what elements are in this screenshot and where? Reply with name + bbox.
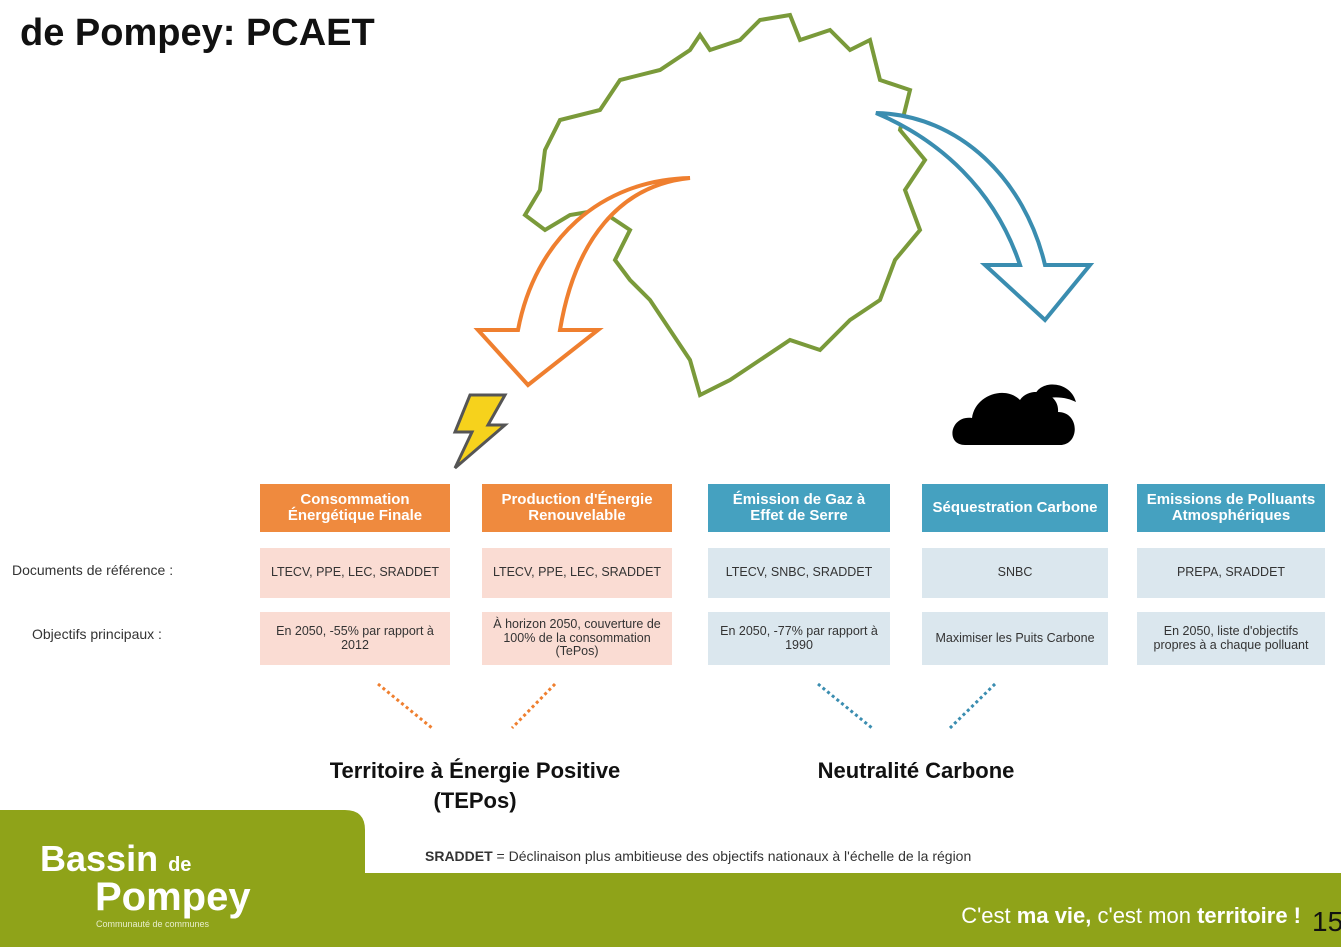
footnote-text: = Déclinaison plus ambitieuse des object… (492, 848, 972, 864)
footnote: SRADDET = Déclinaison plus ambitieuse de… (425, 848, 971, 864)
objective-box: En 2050, -77% par rapport à 1990 (708, 612, 890, 665)
slogan-part: ma (1016, 903, 1055, 928)
column-header: Séquestration Carbone (922, 484, 1108, 532)
logo: Bassin de (40, 838, 191, 880)
territory-outline (522, 12, 928, 398)
reference-box: LTECV, SNBC, SRADDET (708, 548, 890, 598)
dotted-arrows (377, 682, 997, 730)
reference-box: LTECV, PPE, LEC, SRADDET (260, 548, 450, 598)
objective-box: En 2050, liste d'objectifs propres à a c… (1137, 612, 1325, 665)
reference-box: LTECV, PPE, LEC, SRADDET (482, 548, 672, 598)
slogan-part: territoire ! (1197, 903, 1301, 928)
slogan-part: c'est mon (1097, 903, 1198, 928)
column-header: Emissions de Polluants Atmosphériques (1137, 484, 1325, 532)
outcome-title: Neutralité Carbone (817, 758, 1015, 783)
objective-box: Maximiser les Puits Carbone (922, 612, 1108, 665)
blue-arrow (875, 111, 1095, 323)
reference-box: PREPA, SRADDET (1137, 548, 1325, 598)
footnote-term: SRADDET (425, 848, 493, 864)
logo-sub: Communauté de communes (96, 919, 210, 929)
lightning-icon (452, 393, 510, 470)
slogan: C'est ma vie, c'est mon territoire ! (961, 903, 1301, 929)
objective-box: À horizon 2050, couverture de 100% de la… (482, 612, 672, 665)
outcome-title: Territoire à Énergie Positive (329, 758, 621, 783)
slogan-part: C'est (961, 903, 1017, 928)
row-label: Objectifs principaux : (32, 626, 162, 642)
logo-line1: Bassin (40, 838, 159, 879)
cloud-icon (952, 384, 1076, 445)
row-label: Documents de référence : (12, 562, 174, 578)
column-header: Émission de Gaz à Effet de Serre (708, 484, 890, 532)
objective-box: En 2050, -55% par rapport à 2012 (260, 612, 450, 665)
reference-box: SNBC (922, 548, 1108, 598)
column-header: Consommation Énergétique Finale (260, 484, 450, 532)
orange-arrow (473, 176, 691, 388)
logo-line2: Pompey (95, 875, 251, 919)
page-number: 15 (1312, 906, 1341, 937)
logo-small: de (168, 854, 192, 876)
outcome-subtitle: (TEPos) (433, 788, 517, 813)
slide-title: de Pompey: PCAET (20, 12, 375, 54)
logo-panel (0, 810, 1341, 947)
column-header: Production d'Énergie Renouvelable (482, 484, 672, 532)
slogan-part: vie, (1054, 903, 1098, 928)
